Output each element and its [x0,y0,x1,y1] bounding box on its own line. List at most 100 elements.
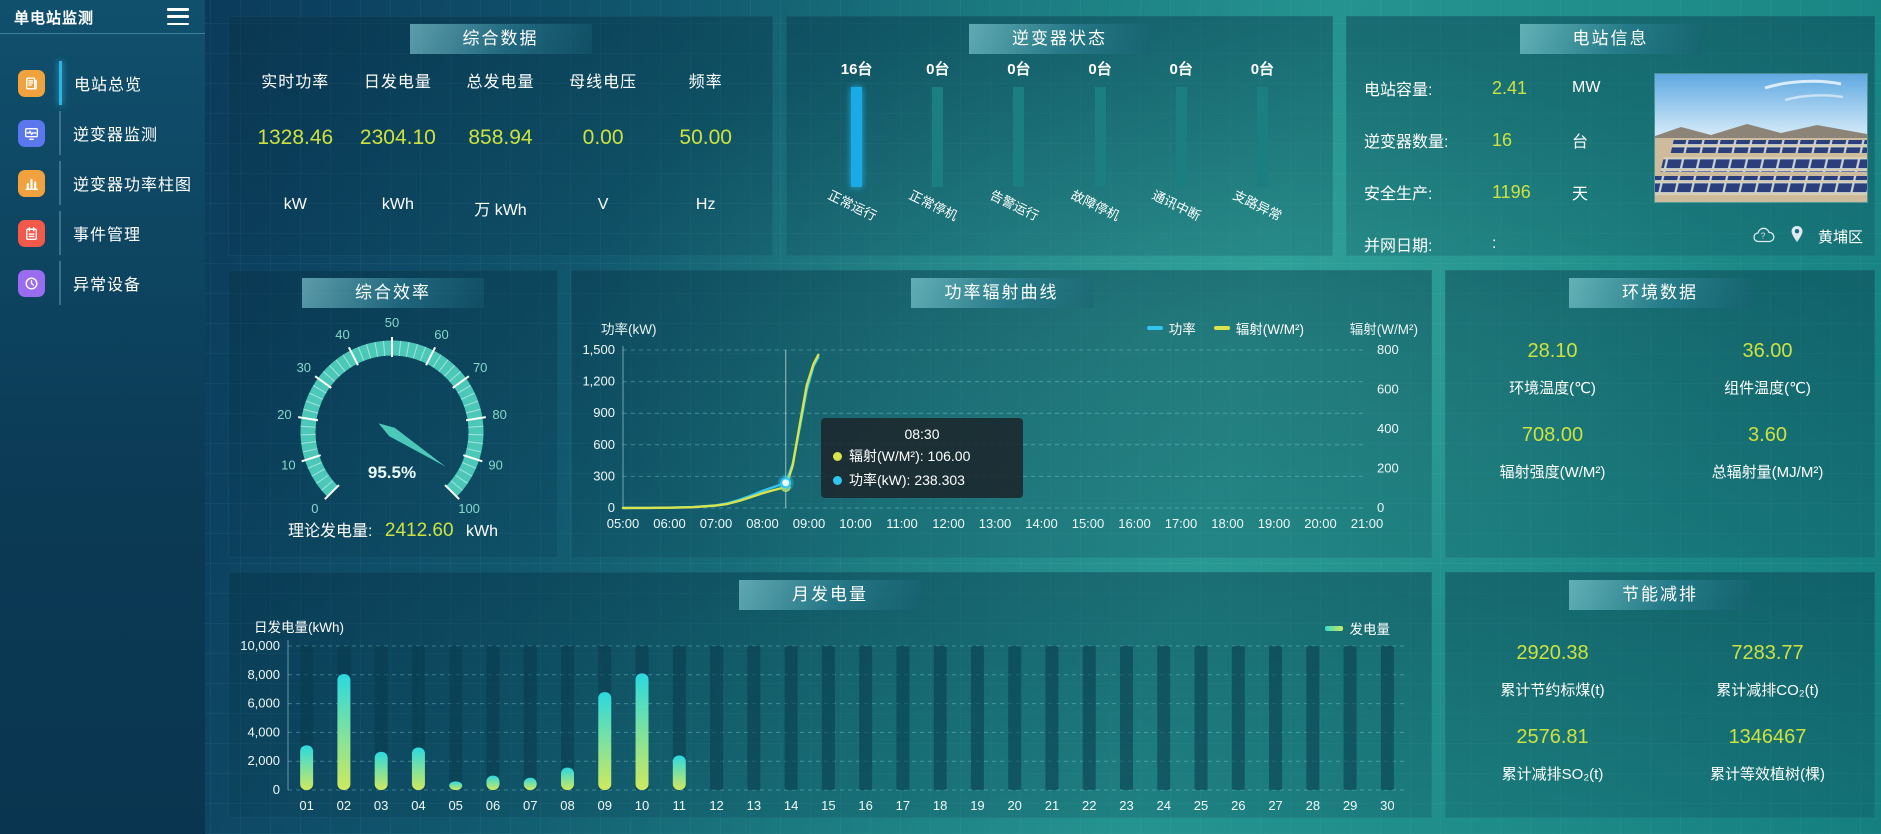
summary-metric: 日发电量 2304.10 kWh [347,68,450,220]
status-label: 正常停机 [906,187,960,224]
theory-value: 2412.60 [384,520,454,541]
sidebar-item-event-management[interactable]: 事件管理 [0,208,205,258]
metric-cell: 3.60 总辐射量(MJ/M²) [1660,424,1875,482]
location-pin-icon[interactable] [1790,225,1804,248]
svg-text:14:00: 14:00 [1025,516,1058,531]
status-count: 0台 [1169,61,1193,78]
svg-text:26: 26 [1231,798,1245,813]
inverter-status-item: 0台故障停机 [1065,58,1135,224]
svg-text:12: 12 [709,798,723,813]
svg-text:11: 11 [673,798,687,813]
svg-text:6,000: 6,000 [247,696,280,711]
svg-text:0: 0 [1377,500,1384,515]
svg-text:1,500: 1,500 [582,342,615,357]
tooltip-series-dot [833,451,842,461]
svg-text:10: 10 [281,458,295,473]
panel-title: 电站信息 [1519,24,1702,54]
metric-unit: kWh [381,196,414,213]
metric-value: 36.00 [1742,340,1793,362]
status-label: 支路异常 [1231,187,1285,224]
svg-text:05:00: 05:00 [607,516,640,531]
status-label: 故障停机 [1068,187,1123,224]
sidebar-item-label: 异常设备 [73,277,142,294]
svg-text:04: 04 [411,798,425,813]
svg-text:4,000: 4,000 [247,724,280,739]
legend-item[interactable]: 功率 [1146,318,1196,338]
panel-energy-saving: 节能减排 2920.38 累计节约标煤(t) 7283.77 累计减排CO₂(t) 25… [1445,572,1875,818]
svg-text:13: 13 [747,798,761,813]
metric-label: 环境温度(℃) [1509,380,1596,397]
metric-label: 累计减排CO₂(t) [1716,682,1819,699]
sidebar-item-station-overview[interactable]: 电站总览 [0,58,205,108]
status-count: 0台 [926,61,950,78]
summary-metric: 总发电量 858.94 万 kWh [449,68,552,220]
svg-text:23: 23 [1119,798,1133,813]
status-bar [1094,87,1106,187]
metric-value: 2576.81 [1516,726,1589,748]
metric-cell: 7283.77 累计减排CO₂(t) [1660,642,1875,700]
svg-text:50: 50 [385,315,399,330]
svg-text:2,000: 2,000 [247,753,280,768]
metric-cell: 36.00 组件温度(℃) [1660,340,1875,398]
sidebar-item-inverter-monitor[interactable]: 逆变器监测 [0,108,205,158]
left-axis-title: 功率(kW) [601,322,657,337]
metric-value: 708.00 [1521,424,1584,446]
svg-text:15:00: 15:00 [1072,516,1105,531]
svg-text:11:00: 11:00 [886,516,918,531]
metric-label: 累计等效植树(棵) [1710,766,1825,783]
svg-text:24: 24 [1157,798,1171,813]
sidebar-item-inverter-power-chart[interactable]: 逆变器功率柱图 [0,158,205,208]
sidebar-item-label: 逆变器功率柱图 [73,177,193,194]
svg-text:0: 0 [311,501,318,516]
solar-farm-photo [1647,74,1874,202]
power-radiation-line-chart[interactable]: 0 300 600 900 1,200 1,500 0 200 400 600 800 05:00 06… [577,340,1423,545]
svg-text:19:00: 19:00 [1258,516,1291,531]
panel-title: 综合数据 [409,24,592,54]
station-info-row: 电站容量: 2.41 MW [1364,62,1600,114]
middle-row: 综合效率 0 10 20 30 40 50 60 70 80 90 100 95.5% 理论发电量: … [228,270,1875,558]
svg-text:300: 300 [593,468,615,483]
status-label: 正常运行 [825,187,879,224]
inverter-status-bars: 16台 正常运行 0台 正常停机 0台 告警运行 0台 故障停机 0台 通讯中断 0台 支路异常 [786,16,1333,224]
metric-value: 1346467 [1728,726,1807,748]
svg-text:100: 100 [458,501,480,516]
weather-cloud-icon[interactable]: ? [1752,226,1776,248]
svg-text:30: 30 [297,360,311,375]
status-label: 告警运行 [987,187,1041,224]
metric-cell: 2576.81 累计减排SO₂(t) [1445,726,1660,784]
info-value: 1196 [1492,181,1531,202]
panel-summary: 综合数据 实时功率 1328.46 kW 日发电量 2304.10 kWh 总发电量 858.… [228,16,773,256]
svg-text:25: 25 [1194,798,1208,813]
menu-toggle-icon[interactable] [167,8,189,25]
efficiency-gauge-chart[interactable]: 0 10 20 30 40 50 60 70 80 90 100 95.5% [228,310,558,531]
svg-text:08:00: 08:00 [746,516,779,531]
summary-metric: 频率 50.00 Hz [654,68,757,220]
svg-text:20: 20 [1007,798,1021,813]
svg-text:06:00: 06:00 [653,516,686,531]
monthly-energy-bar-chart[interactable]: 0 2,000 4,000 6,000 8,000 10,000 01 02 03 04 05 06 0… [234,632,1424,829]
metric-label: 累计减排SO₂(t) [1501,766,1604,783]
status-count: 0台 [1088,61,1112,78]
bar-chart-legend[interactable]: 发电量 [1324,618,1390,638]
bottom-row: 月发电量 日发电量(kWh) 发电量 0 2,000 4,000 6,000 8,000… [228,572,1875,818]
legend-item[interactable]: 辐射(W/M²) [1213,318,1304,338]
metric-value: 0.00 [582,126,624,149]
sidebar-item-abnormal-devices[interactable]: 异常设备 [0,258,205,308]
metric-value: 2304.10 [359,126,436,149]
sidebar-menu: 电站总览 逆变器监测逆变器功率柱图事件管理异常设备 [0,58,205,308]
svg-text:16: 16 [858,798,872,813]
svg-text:40: 40 [335,327,349,342]
inverter-status-item: 16台 正常运行 [822,58,892,224]
svg-text:14: 14 [784,798,798,813]
item-divider [59,61,62,105]
station-info-rows: 电站容量: 2.41 MW 逆变器数量: 16 台安全生产: 1196 天并网日期: : [1364,62,1600,270]
svg-text:95.5%: 95.5% [368,463,416,482]
info-value: 2.41 [1492,77,1528,98]
item-divider [59,161,61,205]
svg-text:?: ? [1761,231,1766,240]
status-bar [1175,87,1187,187]
metric-unit: 万 kWh [474,202,527,219]
newspaper-icon [18,69,45,97]
legend-swatch [1213,326,1230,330]
